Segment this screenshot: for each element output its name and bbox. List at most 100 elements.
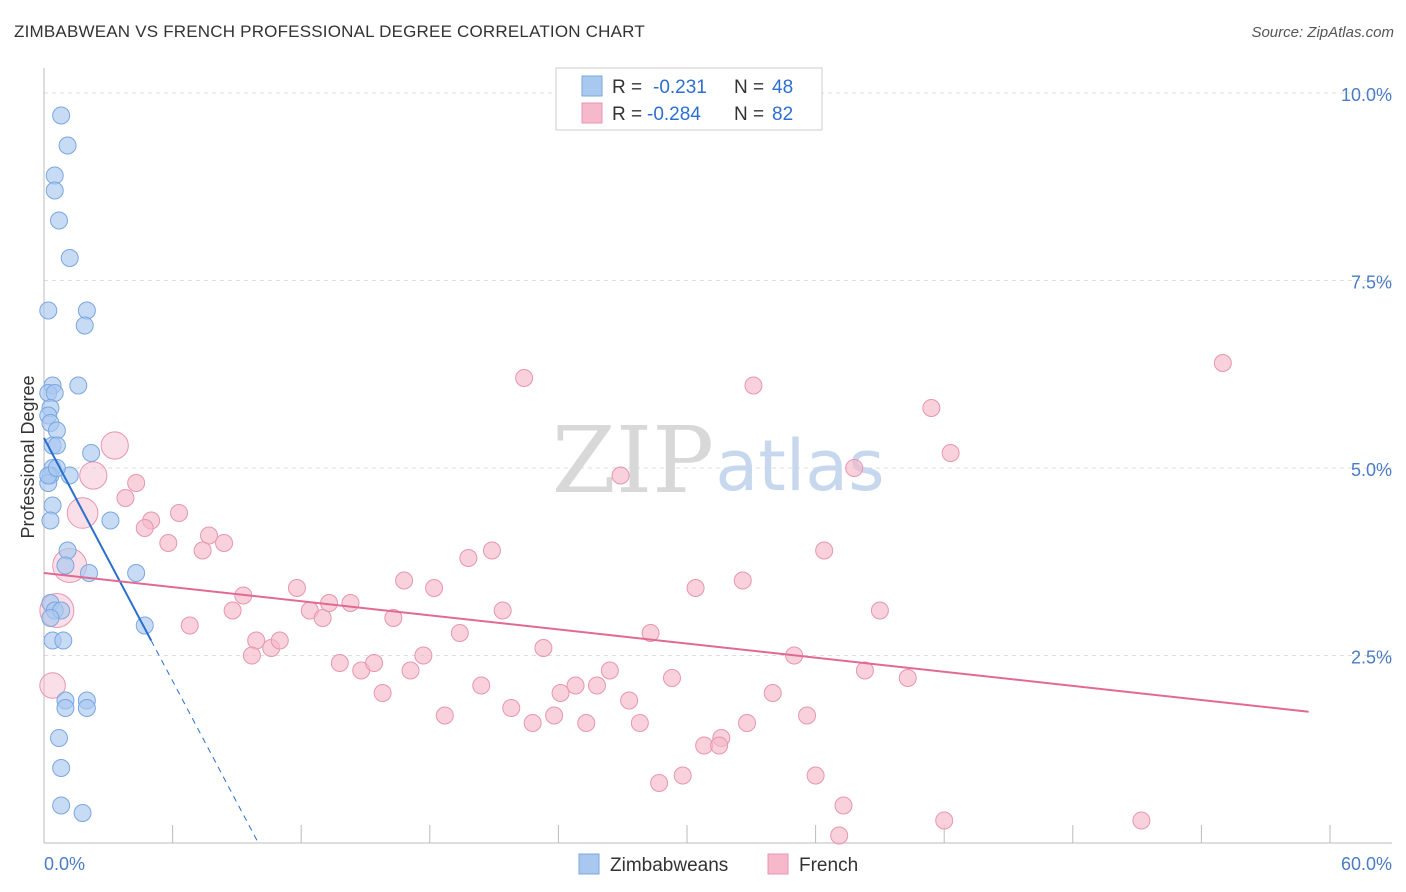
french-point <box>493 601 512 620</box>
french-point <box>898 669 917 687</box>
french-point <box>472 676 491 695</box>
zimbabwean-point <box>56 699 75 717</box>
zimbabwean-point <box>101 511 120 530</box>
french-point <box>330 654 349 672</box>
french-point <box>247 631 266 650</box>
french-point <box>200 526 219 545</box>
zimbabwean-point <box>58 541 77 560</box>
french-point <box>401 661 420 680</box>
zimbabwean-point <box>39 301 58 320</box>
french-point <box>39 672 66 699</box>
french-point <box>935 811 954 830</box>
series-legend-swatch-zimbabweans <box>578 853 600 875</box>
french-point <box>686 579 705 597</box>
french-point <box>662 669 681 687</box>
zimbabwean-trendline-extension <box>150 640 259 844</box>
zimbabwean-point <box>52 759 71 777</box>
y-tick-label: 5.0% <box>1351 460 1392 480</box>
french-point <box>414 646 433 665</box>
french-point <box>384 609 403 627</box>
french-point <box>798 706 817 725</box>
french-point <box>1132 811 1151 830</box>
legend-n-label-pink: N = <box>734 104 764 125</box>
french-point <box>523 714 542 732</box>
french-point <box>482 541 501 560</box>
french-point <box>834 796 853 815</box>
trend-lines <box>43 437 1309 844</box>
french-point <box>1213 354 1232 372</box>
zimbabwean-points <box>39 106 154 822</box>
legend-r-value-pink: -0.284 <box>647 104 701 125</box>
french-points <box>39 354 1232 845</box>
french-point <box>738 714 757 732</box>
french-point <box>287 579 306 597</box>
zimbabwean-point <box>60 249 79 267</box>
series-legend-swatch-french <box>767 853 789 875</box>
french-point <box>855 661 874 680</box>
french-point <box>806 766 825 785</box>
french-point <box>545 706 564 725</box>
french-point <box>373 684 392 702</box>
zimbabwean-point <box>50 729 69 747</box>
french-point <box>673 766 692 785</box>
french-point <box>459 549 478 567</box>
french-point <box>695 736 714 755</box>
source-credit: Source: ZipAtlas.com <box>1251 24 1394 41</box>
french-point <box>116 489 135 507</box>
legend-swatch-blue <box>581 75 603 97</box>
french-point <box>170 504 189 522</box>
french-point <box>425 579 444 597</box>
legend-swatch-pink <box>581 102 603 124</box>
french-point <box>534 639 553 657</box>
series-legend-label-zimbabweans: Zimbabweans <box>610 855 728 876</box>
zimbabwean-point <box>73 804 92 822</box>
legend-r-value-blue: -0.231 <box>653 77 707 98</box>
zimbabwean-point <box>69 376 88 395</box>
y-tick-label: 10.0% <box>1341 85 1392 105</box>
french-point <box>365 654 384 672</box>
french-point <box>242 646 261 665</box>
zimbabwean-point <box>45 166 64 185</box>
x-tick-label: 0.0% <box>44 854 85 874</box>
legend-n-label-blue: N = <box>734 77 764 98</box>
french-point <box>193 541 212 560</box>
legend-n-value-pink: 82 <box>772 104 793 125</box>
zimbabwean-point <box>41 609 60 627</box>
french-point <box>435 706 454 725</box>
french-point <box>733 571 752 590</box>
zimbabwean-point <box>47 421 66 440</box>
french-trendline <box>43 572 1309 713</box>
legend-r-label-pink: R = <box>612 104 642 125</box>
french-point <box>159 534 178 552</box>
french-point <box>650 774 669 792</box>
french-point <box>270 631 289 650</box>
french-point <box>100 431 129 460</box>
french-point <box>870 601 889 620</box>
french-point <box>815 541 834 560</box>
french-point <box>566 676 585 695</box>
french-point <box>941 444 960 462</box>
zimbabwean-point <box>58 136 77 155</box>
french-point <box>630 714 649 732</box>
french-point <box>922 399 941 417</box>
zimbabwean-point <box>135 616 154 635</box>
french-point <box>395 571 414 590</box>
french-point <box>215 534 234 552</box>
zimbabwean-point <box>77 301 96 320</box>
french-point <box>611 466 630 485</box>
french-point <box>620 691 639 710</box>
legend-r-label-blue: R = <box>612 77 642 98</box>
series-legend: Zimbabweans French <box>578 853 858 876</box>
french-point <box>127 474 146 492</box>
french-point <box>135 519 154 537</box>
zimbabwean-point <box>75 316 94 335</box>
zimbabwean-point <box>45 181 64 200</box>
french-point <box>744 376 763 395</box>
french-point <box>502 699 521 717</box>
zimbabwean-point <box>50 211 69 230</box>
french-point <box>223 601 242 620</box>
gridlines <box>44 92 1392 656</box>
french-point <box>551 684 570 702</box>
zimbabwean-point <box>54 631 73 650</box>
